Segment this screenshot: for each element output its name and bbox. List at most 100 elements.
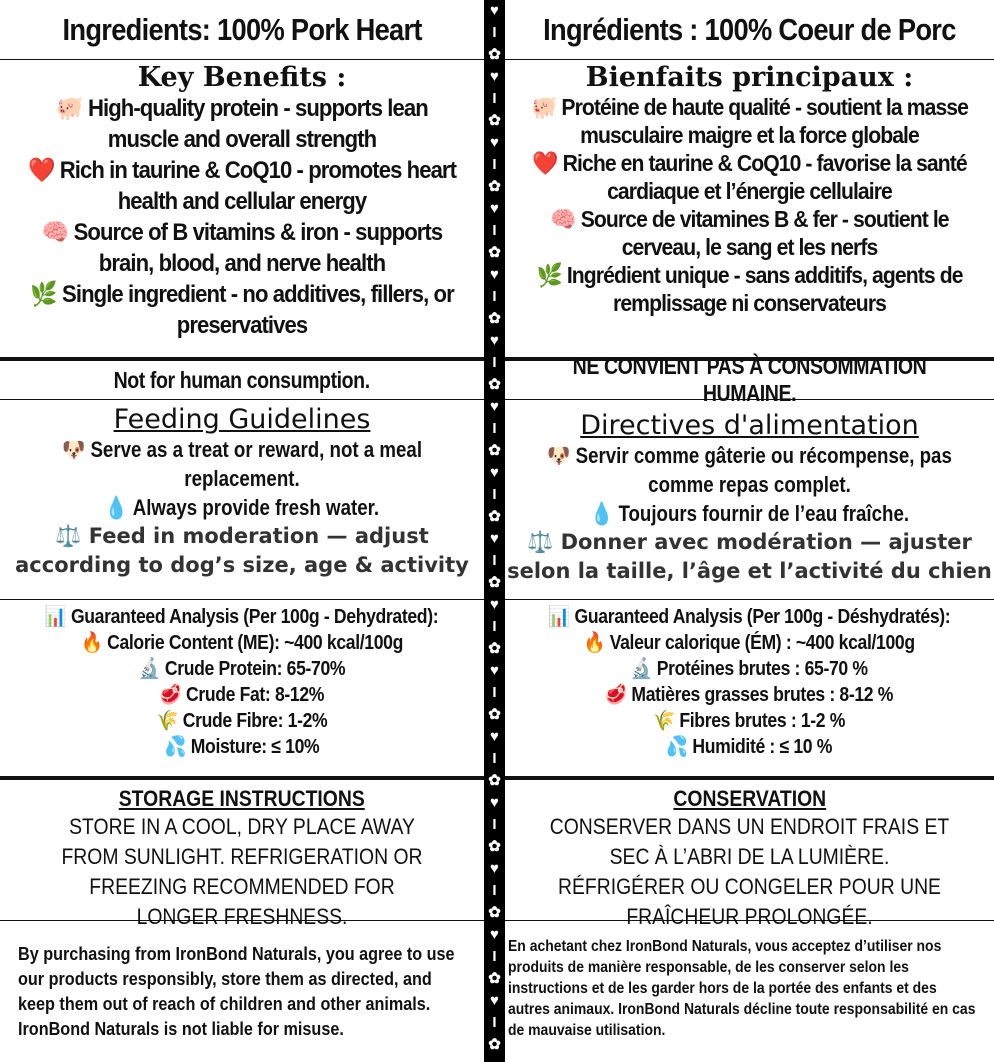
emoji-icon: 🌾	[653, 710, 676, 732]
bone-icon: I	[492, 750, 497, 767]
list-item-text: Crude Fibre: 1-2%	[182, 710, 328, 732]
heart-icon: ♥	[490, 992, 499, 1009]
list-item-text: Crude Fat: 8-12%	[185, 684, 325, 706]
list-item: 🐶 Serve as a treat or reward, not a meal…	[36, 435, 447, 493]
paw-icon: ✿	[488, 244, 501, 261]
emoji-icon: 🐖	[531, 94, 557, 120]
list-item-text: Moisture: ≤ 10%	[190, 736, 320, 758]
paw-icon: ✿	[488, 640, 501, 657]
list-item: ❤️ Riche en taurine & CoQ10 - favorise l…	[525, 149, 975, 205]
list-item: 💧 Always provide fresh water.	[36, 493, 447, 522]
paw-icon: ✿	[488, 772, 501, 789]
decorative-paw-bone-strip: ♥ I ✿ ♥ I ✿ ♥ I ✿ ♥ I ✿ ♥ I ✿ ♥ I ✿ ♥ I ✿ ♥ I ✿ ♥ I ✿ ♥ I ✿ ♥ I ✿ ♥ I ✿ ♥ I ✿ ♥…	[484, 0, 505, 1062]
list-item: 🧠 Source of B vitamins & iron - supports…	[19, 217, 464, 279]
list-item: 🌿 Ingrédient unique - sans additifs, age…	[525, 261, 975, 317]
emoji-icon: ❤️	[532, 150, 558, 176]
list-item-text: Calorie Content (ME): ~400 kcal/100g	[107, 632, 404, 654]
list-item-text: Humidité : ≤ 10 %	[692, 736, 833, 758]
bone-icon: I	[492, 618, 497, 635]
chart-icon: 📊	[548, 606, 571, 628]
emoji-icon: 🐶	[547, 443, 571, 468]
list-item: 🐖 Protéine de haute qualité - soutient l…	[525, 93, 975, 149]
emoji-icon: 🔬	[138, 658, 161, 680]
disclaimer-en: By purchasing from IronBond Naturals, yo…	[18, 944, 455, 1039]
paw-icon: ✿	[488, 46, 501, 63]
emoji-icon: 🥩	[159, 684, 182, 706]
list-item-text: Ingrédient unique - sans additifs, agent…	[566, 262, 964, 316]
heart-icon: ♥	[490, 266, 499, 283]
bone-icon: I	[492, 552, 497, 569]
emoji-icon: 🥩	[605, 684, 628, 706]
bone-icon: I	[492, 816, 497, 833]
emoji-icon: 🧠	[41, 219, 69, 246]
list-item: 💦 Moisture: ≤ 10%	[81, 734, 403, 760]
list-item-text: Source de vitamines B & fer - soutient l…	[580, 206, 950, 260]
bone-icon: I	[492, 24, 497, 41]
human-warning-en: Not for human consumption.	[113, 366, 371, 393]
storage-title-fr: CONSERVATION	[673, 786, 826, 811]
list-item-text: Riche en taurine & CoQ10 - favorise la s…	[562, 150, 968, 204]
heart-icon: ♥	[490, 68, 499, 85]
analysis-en: 📊 Guaranteed Analysis (Per 100g - Dehydr…	[0, 604, 484, 774]
list-item-text: Donner avec modération — ajuster selon l…	[507, 530, 992, 583]
heart-icon: ♥	[490, 662, 499, 679]
list-item: 🐖 High-quality protein - supports lean m…	[19, 93, 464, 155]
list-item: 🔥 Valeur calorique (ÉM) : ~400 kcal/100g	[584, 630, 916, 656]
bone-icon: I	[492, 882, 497, 899]
list-item: 🥩 Crude Fat: 8-12%	[81, 682, 403, 708]
heart-icon: ♥	[490, 596, 499, 613]
list-item-text: Matières grasses brutes : 8-12 %	[631, 684, 894, 706]
ingredients-fr: Ingrédients : 100% Coeur de Porc	[543, 11, 956, 47]
paw-icon: ✿	[488, 508, 501, 525]
bone-icon: I	[492, 948, 497, 965]
bone-icon: I	[492, 684, 497, 701]
analysis-title-fr: Guaranteed Analysis (Per 100g - Déshydra…	[574, 606, 951, 628]
list-item-text: Toujours fournir de l’eau fraîche.	[618, 501, 910, 526]
list-item: ⚖️ Feed in moderation — adjust according…	[0, 522, 484, 580]
emoji-icon: 🌾	[156, 710, 179, 732]
emoji-icon: 💧	[589, 501, 614, 526]
ingredients-en: Ingredients: 100% Pork Heart	[62, 11, 422, 47]
list-item: 🌾 Fibres brutes : 1-2 %	[584, 708, 915, 734]
heart-icon: ♥	[490, 200, 499, 217]
list-item-text: Servir comme gâterie ou récompense, pas …	[575, 443, 952, 497]
emoji-icon: ❤️	[27, 157, 55, 184]
storage-text-en: STORE IN A COOL, DRY PLACE AWAY FROM SUN…	[61, 814, 423, 929]
heart-icon: ♥	[490, 728, 499, 745]
list-item-text: Crude Protein: 65-70%	[164, 658, 346, 680]
emoji-icon: ⚖️	[527, 530, 554, 554]
list-item: 🐶 Servir comme gâterie ou récompense, pa…	[542, 441, 958, 499]
list-item: 💧 Toujours fournir de l’eau fraîche.	[542, 499, 958, 528]
heart-icon: ♥	[490, 926, 499, 943]
paw-icon: ✿	[488, 904, 501, 921]
bone-icon: I	[492, 420, 497, 437]
list-item: 🔥 Calorie Content (ME): ~400 kcal/100g	[81, 630, 403, 656]
heart-icon: ♥	[490, 2, 499, 19]
feeding-title-fr: Directives d'alimentation	[580, 410, 919, 441]
heart-icon: ♥	[490, 860, 499, 877]
list-item-text: Single ingredient - no additives, filler…	[62, 281, 455, 339]
bone-icon: I	[492, 156, 497, 173]
analysis-title-en: Guaranteed Analysis (Per 100g - Dehydrat…	[71, 606, 439, 628]
heart-icon: ♥	[490, 398, 499, 415]
list-item-text: Protéine de haute qualité - soutient la …	[561, 94, 969, 148]
list-item: 🌾 Crude Fibre: 1-2%	[81, 708, 403, 734]
bone-icon: I	[492, 354, 497, 371]
list-item-text: Feed in moderation — adjust according to…	[15, 524, 469, 577]
heart-icon: ♥	[490, 134, 499, 151]
bone-icon: I	[492, 90, 497, 107]
paw-icon: ✿	[488, 442, 501, 459]
list-item: ❤️ Rich in taurine & CoQ10 - promotes he…	[19, 155, 464, 217]
paw-icon: ✿	[488, 1036, 501, 1053]
emoji-icon: 🌿	[536, 262, 562, 288]
feeding-fr: Directives d'alimentation 🐶 Servir comme…	[505, 404, 994, 599]
emoji-icon: 🐖	[56, 95, 83, 122]
feeding-title-en: Feeding Guidelines	[113, 404, 371, 435]
benefits-title-en: Key Benefits :	[137, 62, 347, 93]
list-item: 💦 Humidité : ≤ 10 %	[584, 734, 915, 760]
emoji-icon: 🔬	[630, 658, 653, 680]
emoji-icon: 💧	[104, 495, 129, 520]
list-item-text: High-quality protein - supports lean mus…	[88, 95, 429, 153]
storage-text-fr: CONSERVER DANS UN ENDROIT FRAIS ET SEC À…	[549, 814, 950, 929]
list-item: ⚖️ Donner avec modération — ajuster selo…	[505, 528, 994, 586]
